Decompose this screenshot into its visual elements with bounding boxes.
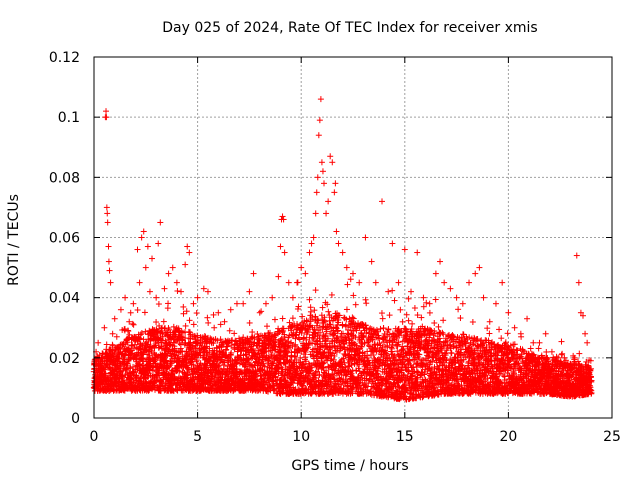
data-point (486, 330, 493, 337)
data-point (394, 342, 401, 349)
data-point (426, 309, 433, 316)
data-point (186, 317, 193, 324)
data-point (347, 276, 354, 283)
data-point (469, 319, 476, 326)
data-point (182, 322, 189, 329)
data-point (328, 291, 335, 298)
data-point (101, 366, 108, 373)
data-point (455, 306, 462, 313)
data-point (344, 281, 351, 288)
data-point (432, 296, 439, 303)
data-point (440, 317, 447, 324)
data-point (399, 318, 406, 325)
data-point (457, 315, 464, 322)
data-point (124, 360, 131, 367)
data-point (289, 315, 296, 322)
data-point (405, 295, 412, 302)
data-point (124, 339, 131, 346)
data-point (204, 314, 211, 321)
data-point (389, 287, 396, 294)
data-point (386, 312, 393, 319)
data-point (258, 308, 265, 315)
data-point (193, 310, 200, 317)
data-point (121, 325, 128, 332)
data-point (391, 297, 398, 304)
data-point (119, 373, 126, 380)
data-point (343, 306, 350, 313)
data-point (180, 303, 187, 310)
data-point (363, 300, 370, 307)
data-point (312, 287, 319, 294)
data-point (409, 320, 416, 327)
data-point (153, 319, 160, 326)
data-point (126, 356, 133, 363)
data-point (103, 341, 110, 348)
data-point (205, 319, 212, 326)
data-point (127, 309, 134, 316)
data-point (379, 315, 386, 322)
chart-title: Day 025 of 2024, Rate Of TEC Index for r… (162, 20, 537, 36)
data-point (405, 317, 412, 324)
data-point (217, 321, 224, 328)
data-point (155, 301, 162, 308)
data-point (130, 321, 137, 328)
data-point (271, 316, 278, 323)
data-point (226, 327, 233, 334)
data-point (431, 319, 438, 326)
data-point (484, 325, 491, 332)
data-point (325, 308, 332, 315)
data-point (377, 325, 384, 332)
data-point (385, 326, 392, 333)
data-point (246, 319, 253, 326)
data-point (109, 342, 116, 349)
data-point (279, 315, 286, 322)
data-point (134, 306, 141, 313)
data-point (448, 350, 455, 357)
data-point (174, 287, 181, 294)
data-point (378, 310, 385, 317)
data-point (264, 323, 271, 330)
data-point (352, 301, 359, 308)
data-point (397, 306, 404, 313)
data-point (411, 305, 418, 312)
data-point (319, 304, 326, 311)
data-point (160, 318, 167, 325)
data-point (164, 305, 171, 312)
data-point (141, 309, 148, 316)
data-points (90, 96, 595, 403)
data-point (403, 311, 410, 318)
data-point (435, 323, 442, 330)
data-point (125, 328, 132, 335)
data-point (231, 330, 238, 337)
data-point (388, 348, 395, 355)
data-point (190, 321, 197, 328)
data-point (115, 345, 122, 352)
data-point (119, 367, 126, 374)
